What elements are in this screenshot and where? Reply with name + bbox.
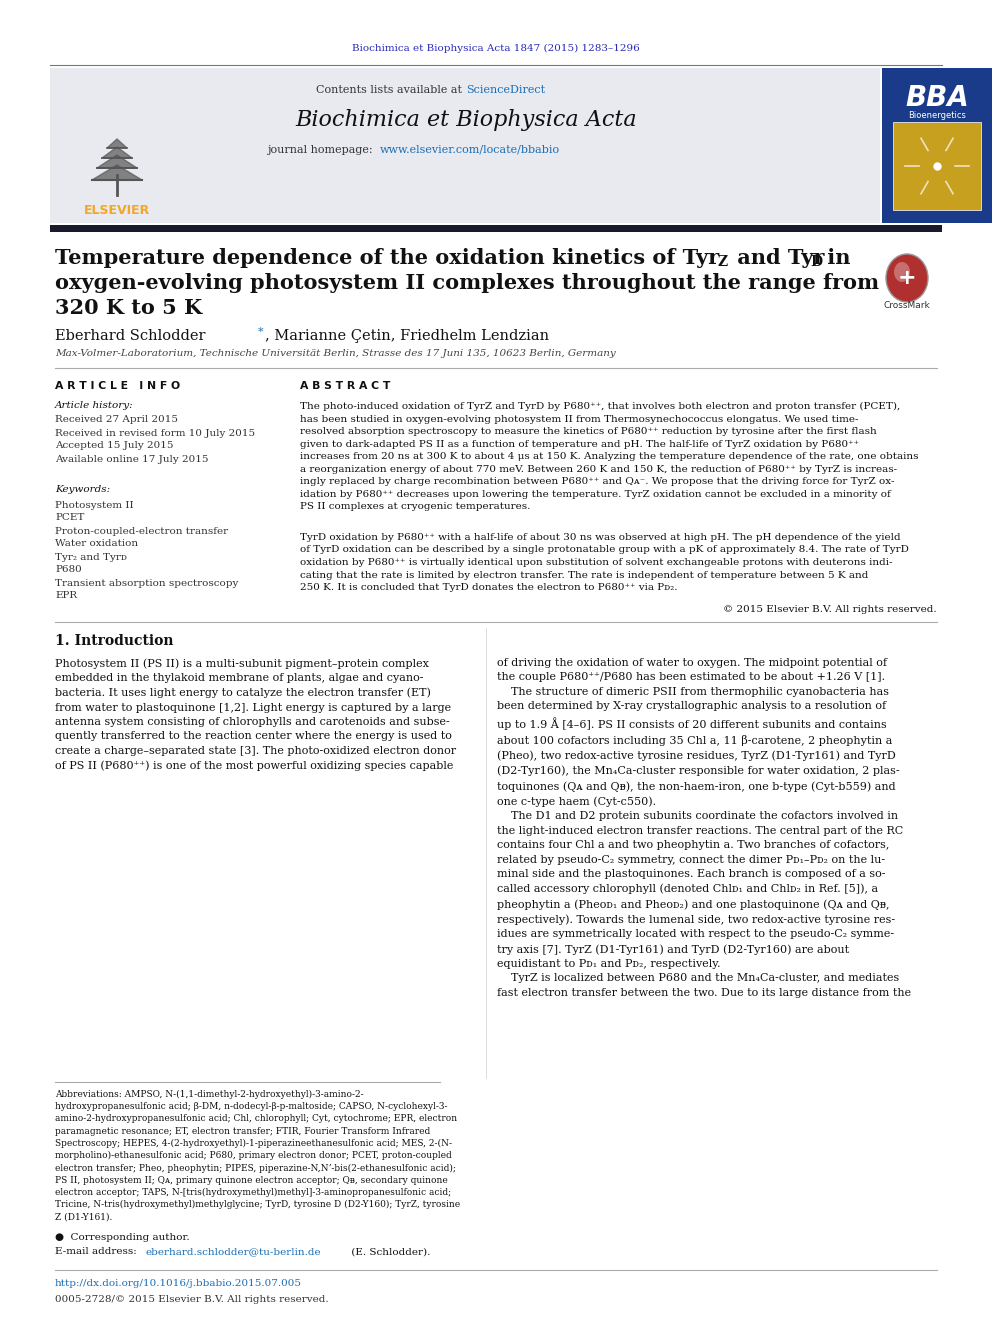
Text: http://dx.doi.org/10.1016/j.bbabio.2015.07.005: http://dx.doi.org/10.1016/j.bbabio.2015.… xyxy=(55,1279,302,1289)
Ellipse shape xyxy=(886,254,928,302)
Text: Available online 17 July 2015: Available online 17 July 2015 xyxy=(55,455,208,463)
Ellipse shape xyxy=(894,262,910,282)
Text: Article history:: Article history: xyxy=(55,401,134,410)
Text: Transient absorption spectroscopy: Transient absorption spectroscopy xyxy=(55,578,238,587)
Text: www.elsevier.com/locate/bbabio: www.elsevier.com/locate/bbabio xyxy=(380,146,560,155)
Text: PCET: PCET xyxy=(55,513,84,523)
Bar xyxy=(50,67,880,224)
Text: +: + xyxy=(898,269,917,288)
Text: , Marianne Çetin, Friedhelm Lendzian: , Marianne Çetin, Friedhelm Lendzian xyxy=(265,329,550,343)
Text: Received in revised form 10 July 2015: Received in revised form 10 July 2015 xyxy=(55,429,255,438)
Text: 0005-2728/© 2015 Elsevier B.V. All rights reserved.: 0005-2728/© 2015 Elsevier B.V. All right… xyxy=(55,1295,328,1304)
Bar xyxy=(882,67,992,224)
Text: Proton-coupled-electron transfer: Proton-coupled-electron transfer xyxy=(55,527,228,536)
Text: Eberhard Schlodder: Eberhard Schlodder xyxy=(55,329,205,343)
Polygon shape xyxy=(97,155,137,168)
Text: of driving the oxidation of water to oxygen. The midpoint potential of
the coupl: of driving the oxidation of water to oxy… xyxy=(497,658,911,998)
Text: Photosystem II (PS II) is a multi-subunit pigment–protein complex
embedded in th: Photosystem II (PS II) is a multi-subuni… xyxy=(55,658,456,771)
Text: Contents lists available at: Contents lists available at xyxy=(316,85,466,95)
Text: Tyr₂ and Tyrᴅ: Tyr₂ and Tyrᴅ xyxy=(55,553,127,561)
Text: Photosystem II: Photosystem II xyxy=(55,500,134,509)
Text: A R T I C L E   I N F O: A R T I C L E I N F O xyxy=(55,381,181,392)
Text: Biochimica et Biophysica Acta: Biochimica et Biophysica Acta xyxy=(296,108,637,131)
Text: 320 K to 5 K: 320 K to 5 K xyxy=(55,298,202,318)
Text: ScienceDirect: ScienceDirect xyxy=(466,85,546,95)
Text: Temperature dependence of the oxidation kinetics of Tyr: Temperature dependence of the oxidation … xyxy=(55,247,719,269)
Text: Bioenergetics: Bioenergetics xyxy=(908,111,966,119)
Text: The photo-induced oxidation of TyrZ and TyrD by P680⁺⁺, that involves both elect: The photo-induced oxidation of TyrZ and … xyxy=(300,402,919,511)
Text: A B S T R A C T: A B S T R A C T xyxy=(300,381,391,392)
Text: Accepted 15 July 2015: Accepted 15 July 2015 xyxy=(55,442,174,451)
Text: eberhard.schlodder@tu-berlin.de: eberhard.schlodder@tu-berlin.de xyxy=(146,1248,321,1257)
Bar xyxy=(893,122,981,210)
Text: journal homepage:: journal homepage: xyxy=(268,146,380,155)
Text: Max-Volmer-Laboratorium, Technische Universität Berlin, Strasse des 17 Juni 135,: Max-Volmer-Laboratorium, Technische Univ… xyxy=(55,348,616,357)
Text: 1. Introduction: 1. Introduction xyxy=(55,634,174,648)
Text: BBA: BBA xyxy=(905,83,969,112)
Text: Z: Z xyxy=(718,255,728,269)
Text: Biochimica et Biophysica Acta 1847 (2015) 1283–1296: Biochimica et Biophysica Acta 1847 (2015… xyxy=(352,44,640,53)
Text: Water oxidation: Water oxidation xyxy=(55,540,138,549)
Text: Received 27 April 2015: Received 27 April 2015 xyxy=(55,415,178,425)
Text: CrossMark: CrossMark xyxy=(884,300,930,310)
Text: EPR: EPR xyxy=(55,591,77,601)
Text: and Tyr: and Tyr xyxy=(730,247,824,269)
Text: © 2015 Elsevier B.V. All rights reserved.: © 2015 Elsevier B.V. All rights reserved… xyxy=(723,606,937,614)
Text: P680: P680 xyxy=(55,565,81,574)
Text: D: D xyxy=(810,255,822,269)
Text: E-mail address:: E-mail address: xyxy=(55,1248,140,1257)
Text: Abbreviations: AMPSO, N-(1,1-dimethyl-2-hydroxyethyl)-3-amino-2-
hydroxypropanes: Abbreviations: AMPSO, N-(1,1-dimethyl-2-… xyxy=(55,1090,460,1221)
Bar xyxy=(50,225,942,232)
Text: Keywords:: Keywords: xyxy=(55,486,110,495)
Text: ●  Corresponding author.: ● Corresponding author. xyxy=(55,1233,189,1241)
Text: ELSEVIER: ELSEVIER xyxy=(84,204,150,217)
Text: *: * xyxy=(258,327,264,337)
Text: TyrD oxidation by P680⁺⁺ with a half-life of about 30 ns was observed at high pH: TyrD oxidation by P680⁺⁺ with a half-lif… xyxy=(300,533,909,591)
Text: in: in xyxy=(820,247,850,269)
Polygon shape xyxy=(102,147,132,157)
Text: (E. Schlodder).: (E. Schlodder). xyxy=(348,1248,431,1257)
Text: oxygen-evolving photosystem II complexes throughout the range from: oxygen-evolving photosystem II complexes… xyxy=(55,273,879,292)
Polygon shape xyxy=(107,139,127,148)
Polygon shape xyxy=(92,165,142,180)
